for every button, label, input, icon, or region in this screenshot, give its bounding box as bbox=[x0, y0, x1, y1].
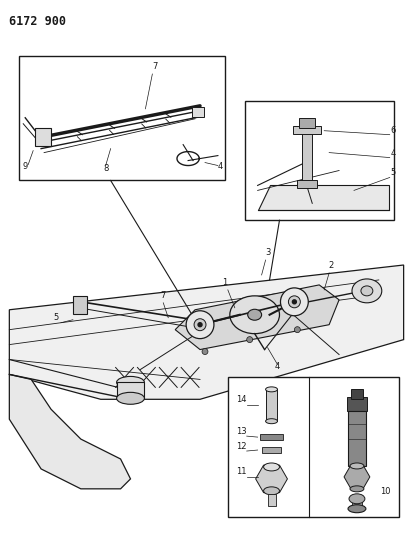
Bar bbox=[35, 128, 51, 146]
Circle shape bbox=[288, 296, 300, 308]
Ellipse shape bbox=[352, 279, 382, 303]
Bar bbox=[245, 101, 394, 220]
Text: 5: 5 bbox=[53, 313, 59, 322]
Ellipse shape bbox=[264, 463, 279, 471]
Bar bbox=[297, 181, 317, 188]
Circle shape bbox=[194, 319, 206, 330]
Text: 10: 10 bbox=[380, 487, 391, 496]
Text: 1: 1 bbox=[222, 278, 228, 287]
Bar bbox=[117, 382, 144, 398]
Bar bbox=[293, 126, 321, 134]
Circle shape bbox=[280, 288, 308, 316]
Text: 13: 13 bbox=[236, 427, 246, 436]
Ellipse shape bbox=[230, 296, 279, 334]
Text: 7: 7 bbox=[153, 62, 158, 71]
Bar bbox=[352, 499, 362, 508]
Ellipse shape bbox=[248, 309, 262, 320]
Text: 4: 4 bbox=[275, 362, 280, 372]
Ellipse shape bbox=[266, 419, 277, 424]
Text: 6: 6 bbox=[391, 126, 396, 135]
Ellipse shape bbox=[350, 486, 364, 492]
Circle shape bbox=[198, 322, 202, 327]
Text: 3: 3 bbox=[265, 248, 270, 257]
Text: 9: 9 bbox=[22, 161, 28, 171]
Bar bbox=[351, 389, 363, 399]
Text: 4: 4 bbox=[391, 149, 396, 158]
Ellipse shape bbox=[266, 387, 277, 392]
Text: 5: 5 bbox=[391, 168, 396, 177]
Polygon shape bbox=[9, 265, 404, 399]
Text: 8: 8 bbox=[103, 164, 109, 173]
Bar bbox=[302, 131, 312, 185]
Bar bbox=[228, 377, 399, 516]
Ellipse shape bbox=[117, 376, 144, 389]
Text: 4: 4 bbox=[218, 161, 223, 171]
Circle shape bbox=[202, 349, 208, 354]
Bar bbox=[348, 411, 366, 466]
Text: 12: 12 bbox=[236, 442, 246, 451]
Ellipse shape bbox=[264, 487, 279, 495]
Ellipse shape bbox=[348, 505, 366, 513]
Bar bbox=[299, 118, 315, 128]
Text: 7: 7 bbox=[161, 291, 166, 300]
Bar bbox=[268, 494, 275, 506]
Text: 11: 11 bbox=[236, 467, 246, 476]
Circle shape bbox=[295, 327, 300, 333]
Ellipse shape bbox=[117, 392, 144, 404]
Text: 2: 2 bbox=[328, 261, 334, 270]
Bar bbox=[266, 389, 277, 421]
Bar bbox=[73, 296, 87, 314]
Bar bbox=[347, 397, 367, 411]
Circle shape bbox=[293, 300, 296, 304]
Ellipse shape bbox=[349, 494, 365, 504]
Polygon shape bbox=[9, 375, 131, 489]
Polygon shape bbox=[257, 185, 389, 211]
Bar bbox=[192, 107, 204, 117]
Ellipse shape bbox=[361, 286, 373, 296]
Bar bbox=[259, 434, 284, 440]
Polygon shape bbox=[175, 285, 339, 350]
Ellipse shape bbox=[350, 463, 364, 469]
Text: 14: 14 bbox=[236, 395, 246, 405]
Text: 6172 900: 6172 900 bbox=[9, 15, 67, 28]
Bar bbox=[262, 447, 282, 453]
Circle shape bbox=[186, 311, 214, 338]
Bar bbox=[19, 56, 225, 181]
Circle shape bbox=[247, 337, 253, 343]
